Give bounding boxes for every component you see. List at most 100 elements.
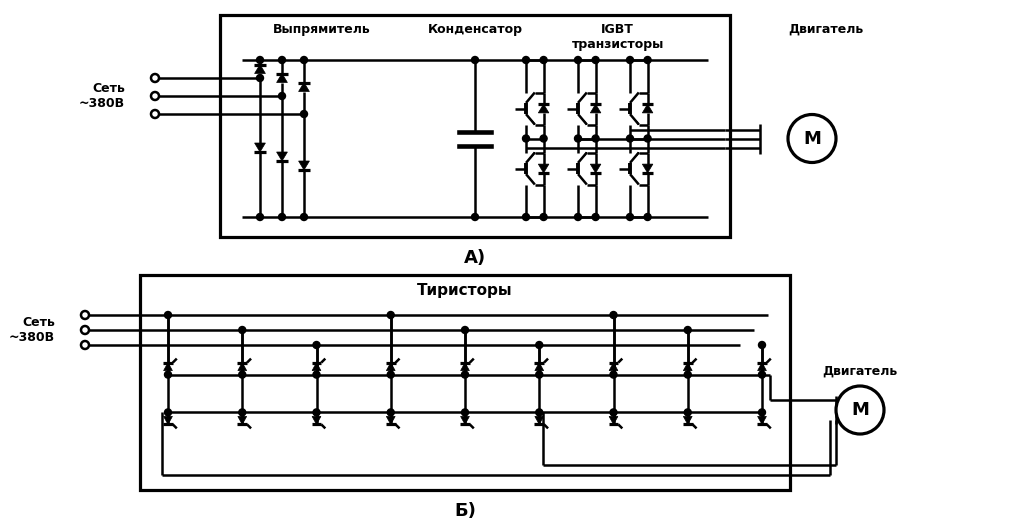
Text: Б): Б) — [454, 502, 476, 520]
Text: Тиристоры: Тиристоры — [417, 283, 513, 298]
Circle shape — [540, 214, 547, 220]
Polygon shape — [590, 104, 601, 113]
Polygon shape — [461, 417, 469, 425]
Circle shape — [610, 312, 617, 319]
Polygon shape — [539, 104, 549, 113]
Text: Сеть
~380В: Сеть ~380В — [9, 316, 55, 344]
Circle shape — [313, 341, 319, 349]
Polygon shape — [276, 152, 288, 161]
Polygon shape — [312, 417, 321, 425]
Circle shape — [256, 75, 263, 82]
Text: Конденсатор: Конденсатор — [427, 23, 522, 36]
Circle shape — [256, 214, 263, 220]
Polygon shape — [642, 104, 653, 113]
Polygon shape — [584, 153, 587, 156]
Text: Двигатель: Двигатель — [788, 23, 863, 36]
Bar — [140, 275, 790, 490]
Polygon shape — [636, 121, 639, 125]
Circle shape — [574, 57, 582, 64]
Circle shape — [592, 135, 599, 142]
Circle shape — [627, 57, 634, 64]
Circle shape — [471, 214, 478, 220]
Circle shape — [387, 312, 394, 319]
Circle shape — [536, 371, 543, 378]
Circle shape — [574, 214, 582, 220]
Text: Сеть
~380В: Сеть ~380В — [79, 82, 125, 110]
Polygon shape — [276, 74, 288, 83]
Polygon shape — [683, 363, 692, 370]
Circle shape — [387, 371, 394, 378]
Circle shape — [644, 214, 651, 220]
Circle shape — [165, 409, 171, 416]
Circle shape — [592, 57, 599, 64]
Circle shape — [165, 371, 171, 378]
Polygon shape — [312, 363, 321, 370]
Polygon shape — [386, 417, 395, 425]
Polygon shape — [255, 143, 265, 152]
Circle shape — [300, 57, 307, 64]
Circle shape — [313, 409, 319, 416]
Circle shape — [627, 135, 634, 142]
Polygon shape — [683, 417, 692, 425]
Circle shape — [684, 409, 691, 416]
Polygon shape — [609, 363, 617, 370]
Text: М: М — [851, 401, 869, 419]
Polygon shape — [758, 417, 766, 425]
Text: А): А) — [464, 249, 486, 267]
Polygon shape — [531, 153, 535, 156]
Polygon shape — [535, 363, 544, 370]
Text: Выпрямитель: Выпрямитель — [273, 23, 371, 36]
Circle shape — [759, 409, 766, 416]
Polygon shape — [531, 121, 535, 125]
Polygon shape — [642, 164, 653, 173]
Circle shape — [471, 57, 478, 64]
Polygon shape — [386, 363, 395, 370]
Circle shape — [165, 312, 171, 319]
Circle shape — [522, 57, 529, 64]
Circle shape — [300, 214, 307, 220]
Circle shape — [256, 57, 263, 64]
Polygon shape — [636, 153, 639, 156]
Polygon shape — [238, 363, 247, 370]
Polygon shape — [590, 164, 601, 173]
Circle shape — [836, 386, 884, 434]
Circle shape — [313, 371, 319, 378]
Polygon shape — [299, 161, 309, 170]
Circle shape — [239, 326, 246, 333]
Circle shape — [536, 409, 543, 416]
Circle shape — [627, 214, 634, 220]
Circle shape — [462, 326, 469, 333]
Circle shape — [574, 135, 582, 142]
Circle shape — [592, 214, 599, 220]
Circle shape — [522, 135, 529, 142]
Circle shape — [300, 110, 307, 118]
Circle shape — [239, 371, 246, 378]
Circle shape — [610, 371, 617, 378]
Polygon shape — [164, 363, 172, 370]
Polygon shape — [299, 83, 309, 92]
Circle shape — [462, 409, 469, 416]
Polygon shape — [758, 363, 766, 370]
Polygon shape — [164, 417, 172, 425]
Circle shape — [522, 214, 529, 220]
Polygon shape — [255, 65, 265, 74]
Circle shape — [540, 135, 547, 142]
Circle shape — [759, 341, 766, 349]
Polygon shape — [238, 417, 247, 425]
Text: М: М — [803, 129, 821, 147]
Circle shape — [462, 371, 469, 378]
Circle shape — [387, 409, 394, 416]
Circle shape — [536, 341, 543, 349]
Polygon shape — [539, 164, 549, 173]
Circle shape — [279, 57, 286, 64]
Polygon shape — [461, 363, 469, 370]
Circle shape — [644, 135, 651, 142]
Bar — [220, 15, 730, 237]
Text: IGBT
транзисторы: IGBT транзисторы — [571, 23, 664, 51]
Circle shape — [540, 57, 547, 64]
Circle shape — [684, 326, 691, 333]
Circle shape — [759, 371, 766, 378]
Circle shape — [644, 57, 651, 64]
Polygon shape — [584, 121, 587, 125]
Circle shape — [279, 214, 286, 220]
